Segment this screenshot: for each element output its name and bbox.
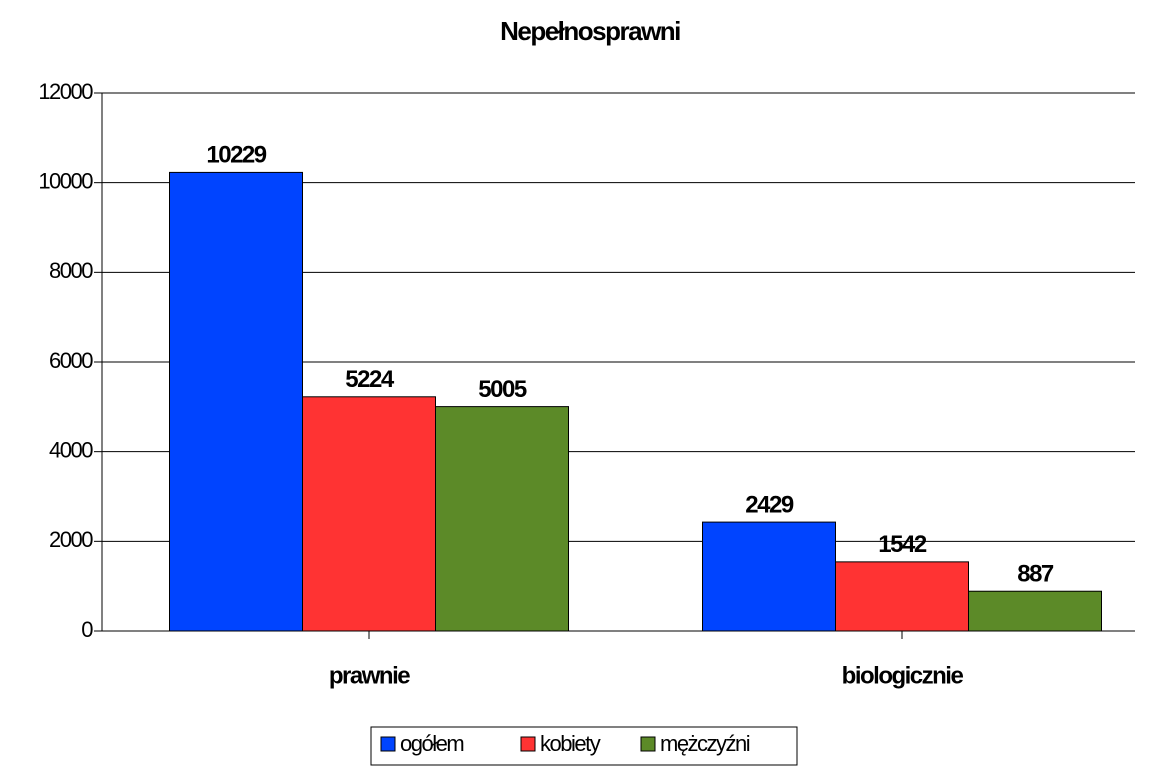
value-label: 5224 bbox=[345, 366, 395, 393]
bar bbox=[968, 590, 1102, 632]
y-tick-label: 8000 bbox=[49, 258, 93, 283]
bar bbox=[302, 396, 436, 632]
value-label: 5005 bbox=[478, 376, 527, 403]
x-tick-label: prawnie bbox=[329, 662, 410, 689]
chart-title: Nepełnosprawni bbox=[500, 16, 680, 46]
y-tick-label: 10000 bbox=[38, 168, 93, 193]
y-tick-label: 4000 bbox=[49, 437, 93, 462]
value-label: 887 bbox=[1017, 561, 1054, 588]
legend-label: mężczyźni bbox=[660, 731, 750, 756]
legend-box bbox=[370, 726, 798, 766]
x-tick-label: biologicznie bbox=[842, 662, 964, 689]
bar bbox=[702, 521, 836, 632]
legend-swatch bbox=[640, 736, 656, 752]
bar bbox=[435, 406, 569, 632]
bar bbox=[169, 171, 303, 632]
legend-label: ogółem bbox=[400, 731, 463, 756]
legend-swatch bbox=[380, 736, 396, 752]
value-label: 10229 bbox=[206, 142, 266, 169]
y-tick-label: 12000 bbox=[38, 79, 93, 104]
y-tick-label: 6000 bbox=[49, 348, 93, 373]
legend-label: kobiety bbox=[540, 731, 601, 756]
bar bbox=[835, 561, 969, 632]
y-tick-label: 2000 bbox=[49, 527, 93, 552]
legend-swatch bbox=[520, 736, 536, 752]
value-label: 1542 bbox=[878, 531, 927, 558]
legend: ogółem kobiety mężczyźni bbox=[370, 726, 798, 766]
y-tick-label: 0 bbox=[81, 617, 93, 642]
value-label: 2429 bbox=[745, 491, 794, 518]
